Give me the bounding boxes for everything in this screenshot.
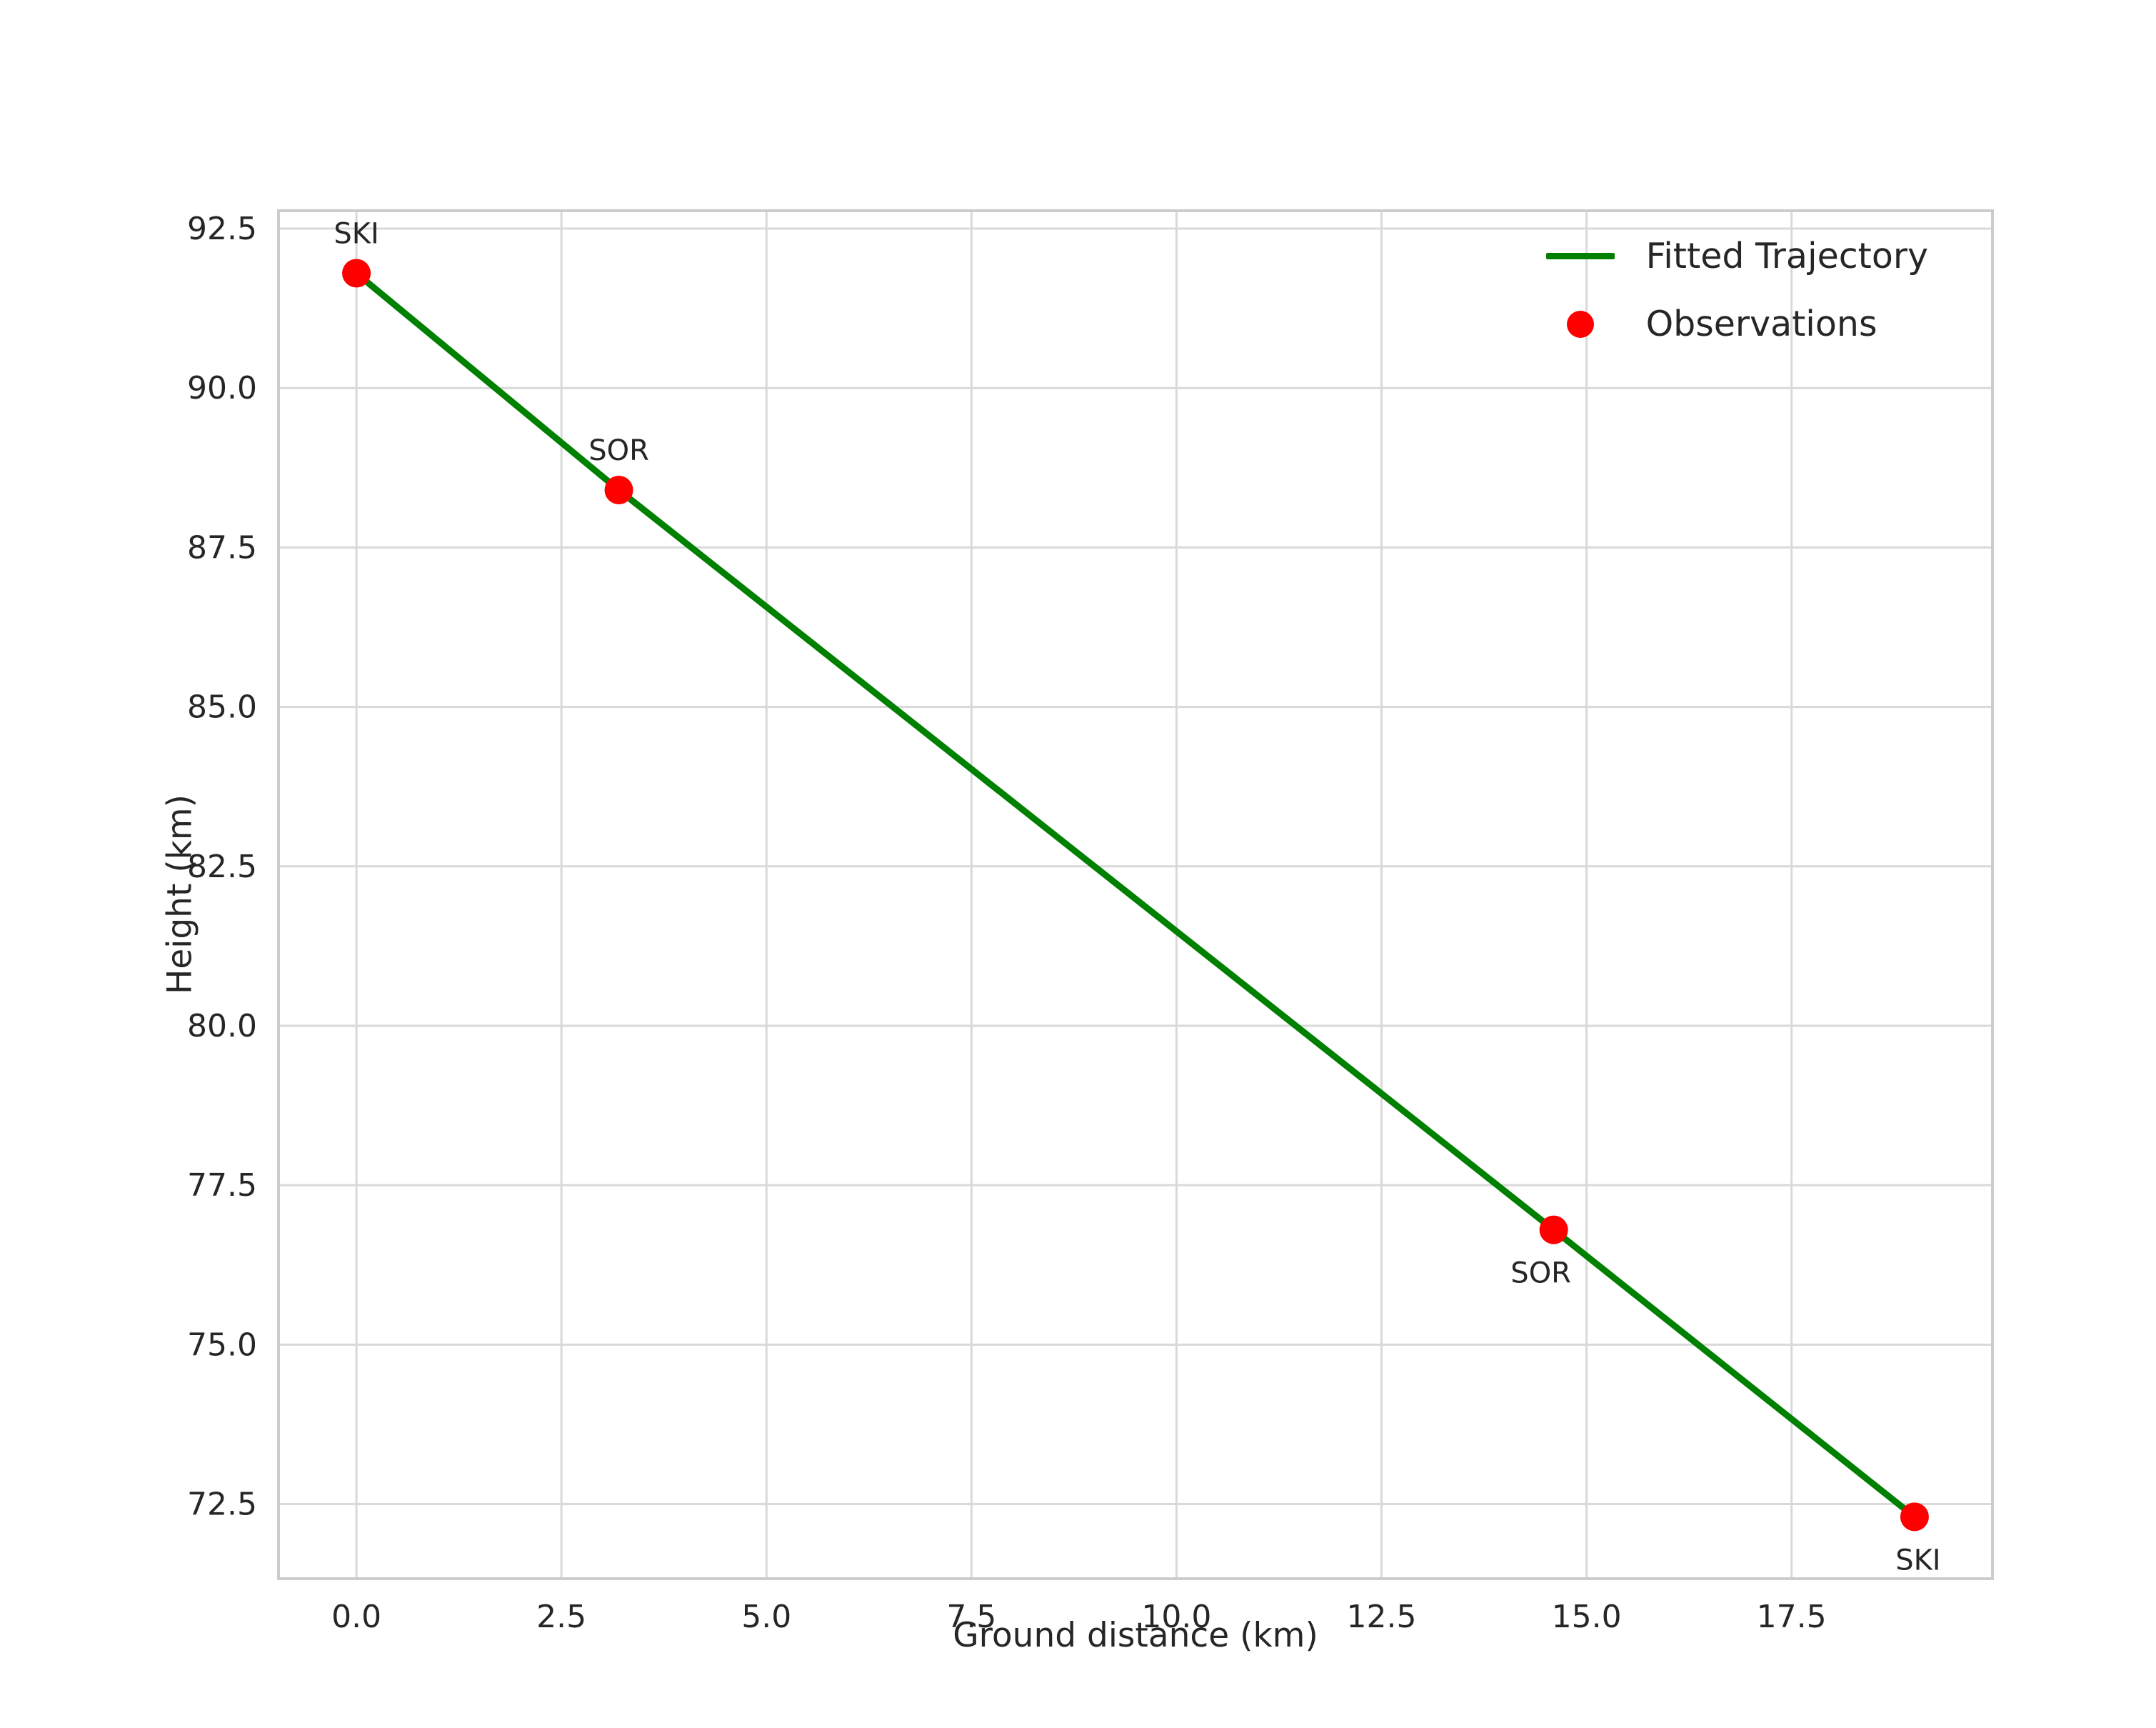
y-tick-label: 87.5 <box>187 529 257 566</box>
x-tick-label: 15.0 <box>1552 1599 1622 1635</box>
y-tick-label: 85.0 <box>187 689 257 726</box>
legend: Fitted Trajectory Observations <box>1545 236 1928 344</box>
x-tick-label: 17.5 <box>1757 1599 1827 1635</box>
y-tick-label: 77.5 <box>187 1167 257 1204</box>
legend-item-fitted-trajectory: Fitted Trajectory <box>1545 236 1928 276</box>
observation-point <box>342 259 371 288</box>
observation-point <box>1900 1502 1929 1532</box>
y-tick-label: 75.0 <box>187 1327 257 1363</box>
x-tick-label: 0.0 <box>331 1599 381 1635</box>
x-axis-label: Ground distance (km) <box>953 1616 1318 1655</box>
observation-label: SOR <box>1510 1257 1571 1290</box>
y-tick-label: 90.0 <box>187 370 257 406</box>
fitted-trajectory-line-icon <box>1545 253 1615 259</box>
x-tick-label: 7.5 <box>946 1599 996 1635</box>
observation-point <box>604 476 633 505</box>
y-axis-label: Height (km) <box>160 794 200 994</box>
y-tick-label: 92.5 <box>187 211 257 247</box>
line-swatch-box <box>1545 253 1615 259</box>
y-tick-label: 80.0 <box>187 1008 257 1044</box>
observation-point <box>1539 1215 1568 1244</box>
observations-dot-icon <box>1566 310 1594 338</box>
y-tick-label: 82.5 <box>187 849 257 885</box>
plot-border <box>277 209 1994 1580</box>
x-tick-label: 5.0 <box>741 1599 791 1635</box>
observation-label: SKI <box>1895 1544 1940 1577</box>
x-tick-label: 12.5 <box>1347 1599 1417 1635</box>
x-tick-label: 2.5 <box>536 1599 586 1635</box>
legend-label-observations: Observations <box>1645 304 1877 344</box>
observation-label: SOR <box>588 434 649 467</box>
x-tick-label: 10.0 <box>1141 1599 1211 1635</box>
legend-label-fitted-trajectory: Fitted Trajectory <box>1645 236 1928 276</box>
y-tick-label: 72.5 <box>187 1487 257 1523</box>
dot-swatch-box <box>1546 310 1615 338</box>
observation-label: SKI <box>334 217 378 250</box>
legend-item-observations: Observations <box>1546 304 1928 344</box>
fitted-trajectory-line <box>353 269 1918 1520</box>
